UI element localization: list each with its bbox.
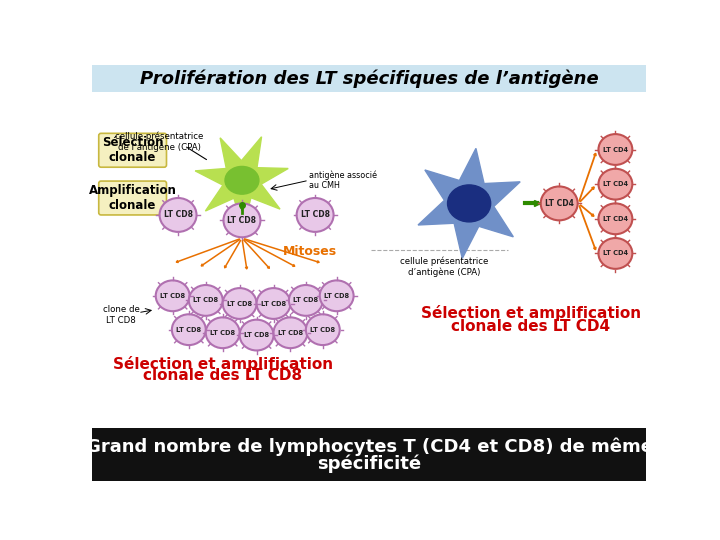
Ellipse shape [297, 198, 333, 232]
Text: LT CD4: LT CD4 [603, 181, 628, 187]
Ellipse shape [189, 285, 222, 316]
Ellipse shape [598, 204, 632, 234]
Text: cellule présentatrice
de l’antigène (CPA): cellule présentatrice de l’antigène (CPA… [115, 132, 204, 152]
Text: Grand nombre de lymphocytes T (CD4 et CD8) de même: Grand nombre de lymphocytes T (CD4 et CD… [86, 437, 652, 456]
Ellipse shape [598, 134, 632, 165]
Polygon shape [418, 148, 520, 259]
Ellipse shape [541, 186, 577, 220]
FancyBboxPatch shape [99, 133, 166, 167]
Text: LT CD8: LT CD8 [193, 298, 218, 303]
Text: LT CD8: LT CD8 [324, 293, 349, 299]
Text: LT CD8: LT CD8 [228, 216, 256, 225]
Text: LT CD8: LT CD8 [301, 211, 330, 219]
Text: spécificité: spécificité [317, 455, 421, 473]
Text: LT CD8: LT CD8 [278, 330, 303, 336]
Text: Sélection et amplification: Sélection et amplification [112, 355, 333, 372]
Ellipse shape [598, 169, 632, 200]
Text: LT CD8: LT CD8 [310, 327, 336, 333]
Text: LT CD8: LT CD8 [227, 300, 252, 307]
Ellipse shape [223, 204, 261, 237]
Text: LT CD8: LT CD8 [244, 332, 269, 338]
Text: LT CD4: LT CD4 [545, 199, 574, 208]
Text: LT CD8: LT CD8 [210, 330, 235, 336]
Ellipse shape [289, 285, 323, 316]
Text: LT CD8: LT CD8 [160, 293, 185, 299]
Text: LT CD8: LT CD8 [261, 300, 286, 307]
FancyBboxPatch shape [99, 181, 166, 215]
Polygon shape [195, 137, 288, 228]
Ellipse shape [172, 314, 206, 345]
Ellipse shape [256, 288, 290, 319]
Ellipse shape [320, 280, 354, 311]
Ellipse shape [240, 320, 274, 350]
Ellipse shape [274, 318, 307, 348]
Text: Prolifération des LT spécifiques de l’antigène: Prolifération des LT spécifiques de l’an… [140, 70, 598, 88]
Ellipse shape [222, 288, 256, 319]
Text: antigène associé
au CMH: antigène associé au CMH [309, 170, 377, 190]
Ellipse shape [156, 280, 189, 311]
Ellipse shape [160, 198, 197, 232]
Ellipse shape [598, 238, 632, 269]
Text: Mitoses: Mitoses [283, 245, 337, 258]
Ellipse shape [448, 185, 490, 222]
Text: Sélection et amplification: Sélection et amplification [420, 305, 641, 321]
Text: LT CD4: LT CD4 [603, 216, 628, 222]
Text: LT CD8: LT CD8 [293, 298, 318, 303]
Text: clone de
LT CD8: clone de LT CD8 [103, 305, 140, 325]
Text: LT CD4: LT CD4 [603, 146, 628, 152]
Text: Sélection
clonale: Sélection clonale [102, 136, 163, 164]
FancyBboxPatch shape [92, 428, 647, 481]
Ellipse shape [206, 318, 240, 348]
Ellipse shape [225, 166, 259, 194]
Text: LT CD8: LT CD8 [176, 327, 202, 333]
FancyBboxPatch shape [92, 65, 647, 92]
Ellipse shape [306, 314, 340, 345]
Text: LT CD8: LT CD8 [163, 211, 192, 219]
Text: clonale des LT CD4: clonale des LT CD4 [451, 319, 611, 334]
Text: Amplification
clonale: Amplification clonale [89, 184, 176, 212]
Text: clonale des LT CD8: clonale des LT CD8 [143, 368, 302, 383]
Text: cellule présentatrice
d’antigène (CPA): cellule présentatrice d’antigène (CPA) [400, 256, 489, 277]
Text: LT CD4: LT CD4 [603, 251, 628, 256]
